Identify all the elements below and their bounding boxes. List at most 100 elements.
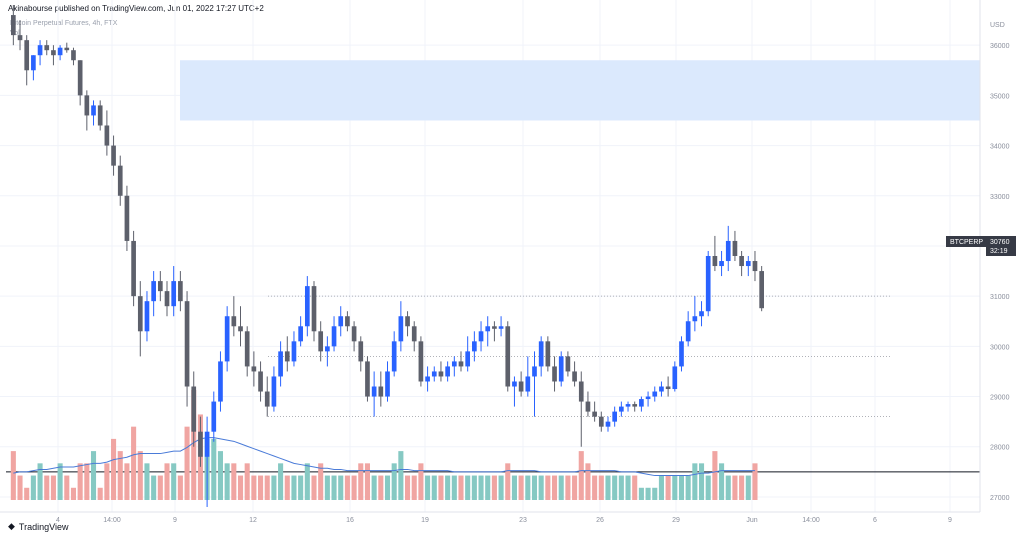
candle	[311, 281, 317, 342]
volume-bar	[445, 475, 451, 500]
candle	[378, 371, 384, 407]
candle-body	[692, 316, 698, 322]
candle	[739, 250, 744, 277]
volume-bar	[291, 475, 297, 500]
candle	[318, 321, 324, 362]
volume-bar	[551, 475, 558, 500]
candle	[625, 401, 631, 412]
candle	[345, 311, 350, 332]
candle-body	[351, 326, 357, 342]
candle-body	[672, 366, 678, 390]
candle	[44, 40, 50, 56]
candle	[418, 336, 424, 387]
footer-brand[interactable]: ◆ TradingView	[8, 522, 68, 532]
time-axis[interactable]: 4 14:00 9 12 16 19 23 26 29 Jun 14:00 6 9	[56, 517, 952, 524]
volume-bar	[725, 475, 731, 500]
volume-bar	[652, 487, 658, 500]
candle	[358, 336, 364, 372]
candle-body	[572, 371, 577, 382]
volume-bar	[231, 463, 237, 500]
volume-bar	[558, 475, 564, 500]
candle-body	[712, 256, 718, 267]
candle	[672, 361, 678, 392]
volume-bar	[525, 475, 531, 500]
volume-bars	[10, 390, 758, 500]
candle	[578, 371, 584, 447]
candle-body	[498, 326, 504, 329]
volume-bar	[117, 451, 123, 500]
volume-bar	[177, 475, 183, 500]
price-tick-label: 30000	[990, 344, 1010, 351]
candle	[291, 331, 297, 367]
volume-bar	[391, 463, 397, 500]
footer-brand-text: TradingView	[18, 522, 69, 532]
candle	[472, 331, 477, 362]
volume-bar	[50, 475, 56, 500]
candle	[271, 366, 277, 412]
candle	[512, 376, 517, 407]
volume-bar	[578, 451, 584, 500]
candle-body	[558, 356, 564, 382]
candle	[251, 351, 257, 387]
candle	[57, 45, 63, 61]
volume-bar	[44, 475, 50, 500]
candle	[178, 271, 183, 312]
candle-body	[565, 356, 571, 372]
candle-body	[124, 195, 130, 241]
time-tick-label: 29	[672, 517, 680, 524]
candle	[351, 321, 357, 352]
volume-bar	[144, 463, 150, 500]
volume-bar	[531, 475, 538, 500]
volume-bar	[371, 475, 377, 500]
volume-bar	[237, 475, 244, 500]
candle	[231, 296, 237, 337]
candle-body	[137, 296, 143, 332]
candle	[51, 45, 56, 66]
volume-bar	[565, 475, 571, 500]
volume-bar	[124, 463, 130, 500]
price-tag-box	[986, 236, 1016, 256]
candle	[478, 321, 484, 352]
candle	[11, 5, 16, 46]
candle-body	[592, 411, 597, 417]
candle	[391, 331, 397, 377]
candle-body	[104, 125, 110, 146]
candle-body	[632, 404, 638, 407]
candle	[258, 361, 263, 402]
volume-bar	[511, 475, 517, 500]
time-tick-label: 4	[56, 517, 60, 524]
candles	[11, 5, 764, 507]
volume-bar	[271, 475, 277, 500]
candle	[572, 361, 577, 387]
candle-body	[525, 376, 531, 392]
candle-body	[57, 47, 63, 56]
time-tick-label: 26	[596, 517, 604, 524]
candle-body	[492, 326, 497, 329]
candle-body	[238, 326, 243, 332]
candle	[84, 90, 90, 131]
candle	[144, 291, 150, 342]
candle	[151, 271, 156, 317]
candle	[411, 321, 417, 352]
candle-body	[645, 396, 651, 400]
candle	[639, 396, 644, 412]
candle	[712, 235, 718, 272]
time-tick-label: 14:00	[103, 517, 121, 524]
volume-bar	[318, 463, 324, 500]
candle-body	[405, 316, 410, 327]
candle	[632, 401, 638, 412]
candle	[685, 311, 691, 347]
price-axis[interactable]: USD2700028000290003000031000320003300034…	[990, 22, 1010, 502]
volume-bar	[264, 475, 270, 500]
volume-bar	[131, 426, 137, 500]
candle-body	[472, 341, 477, 352]
volume-bar	[97, 487, 103, 500]
volume-bar	[491, 475, 497, 500]
price-tick-label: 31000	[990, 294, 1010, 301]
candle	[552, 356, 557, 392]
candle-body	[665, 386, 671, 390]
candle-body	[699, 311, 704, 317]
volume-bar	[545, 475, 551, 500]
candle	[585, 391, 591, 417]
